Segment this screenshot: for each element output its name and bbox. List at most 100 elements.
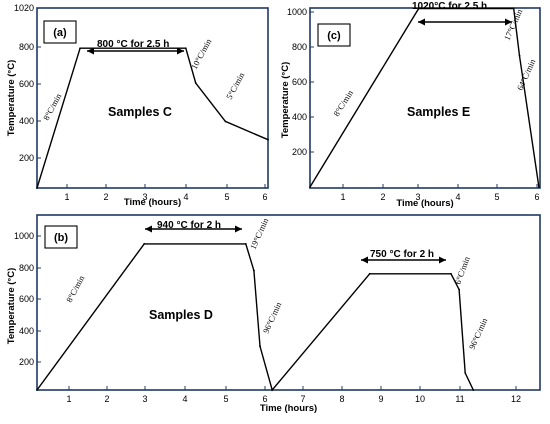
x-tick-label: 1 (66, 394, 71, 404)
x-tick-label: 4 (182, 394, 187, 404)
y-tick-label: 400 (19, 116, 34, 126)
panel-label-box (44, 225, 78, 249)
rate-label: 96°C/min (261, 300, 284, 335)
chart-panel-a: 200 400 600 800 1020 1 2 3 4 5 6 Time (hours) Temper… (6, 3, 269, 208)
y-tick-label: 1020 (14, 3, 34, 13)
y-tick-label: 600 (19, 79, 34, 89)
x-axis-title: Time (hours) (124, 197, 181, 208)
hold-label: 1020°C for 2.5 h (412, 1, 487, 12)
profile-vertex (512, 7, 515, 10)
y-tick-label: 600 (19, 294, 34, 304)
profile-vertex (464, 372, 467, 374)
x-tick-label: 4 (455, 192, 460, 202)
arrowhead-right (439, 256, 446, 264)
profile-vertex (271, 389, 274, 391)
rate-label: 8°C/min (41, 91, 64, 122)
x-tick-label: 12 (511, 394, 521, 404)
y-axis-title: Temperature (°C) (6, 60, 17, 136)
profile-vertex (244, 242, 247, 245)
rate-label: 96°C/min (467, 316, 490, 351)
profile-vertex (224, 120, 227, 123)
panel-label-box (317, 23, 351, 47)
x-axis-title: Time (hours) (396, 198, 453, 209)
sample-label: Samples E (407, 105, 470, 119)
rate-label: 5°C/min (224, 70, 247, 101)
plot-frame (36, 7, 269, 189)
x-tick-label: 2 (103, 192, 108, 202)
profile-vertex (267, 138, 269, 141)
profile-vertex (472, 389, 475, 391)
chart-panel-c: 200 400 600 800 1000 1 2 3 4 5 6 Time (hours) Temper… (280, 1, 541, 209)
y-tick-label: 1000 (14, 231, 34, 241)
y-tick-label: 800 (19, 263, 34, 273)
profile-vertex (184, 47, 187, 50)
rate-label: 64°C/min (515, 57, 538, 92)
y-tick-label: 400 (292, 112, 307, 122)
y-tick-label: 1000 (287, 7, 307, 17)
x-tick-label: 9 (378, 394, 383, 404)
panel-label-box (43, 20, 77, 44)
arrowhead-right (177, 47, 184, 55)
arrowhead-right (505, 18, 512, 26)
profile-vertex (368, 272, 371, 275)
arrowhead-left (87, 47, 94, 55)
sample-label: Samples D (149, 308, 213, 322)
panel-label: (c) (327, 30, 341, 42)
x-tick-label: 2 (380, 192, 385, 202)
hold-label: 940 °C for 2 h (157, 220, 221, 231)
profile-vertex (309, 186, 311, 188)
y-axis-title: Temperature (°C) (280, 62, 291, 138)
y-axis-title: Temperature (°C) (6, 268, 17, 344)
temperature-profile-line (36, 47, 269, 189)
panel-label: (b) (54, 232, 68, 244)
profile-vertex (417, 7, 420, 10)
hold-label: 800 °C for 2.5 h (97, 39, 169, 50)
x-tick-label: 4 (183, 192, 188, 202)
x-tick-label: 10 (415, 394, 425, 404)
y-tick-label: 800 (292, 42, 307, 52)
arrowhead-left (361, 256, 368, 264)
profile-vertex (36, 389, 38, 391)
x-tick-label: 6 (534, 192, 539, 202)
y-tick-label: 800 (19, 42, 34, 52)
profile-vertex (36, 187, 38, 189)
profile-vertex (450, 272, 452, 275)
panel-label: (a) (53, 27, 67, 39)
profile-vertex (259, 345, 261, 348)
x-tick-label: 5 (224, 192, 229, 202)
x-tick-label: 5 (223, 394, 228, 404)
rate-label: 10°C/min (189, 36, 214, 71)
arrowhead-left (418, 18, 425, 26)
profile-vertex (518, 54, 521, 57)
x-tick-label: 3 (142, 394, 147, 404)
y-tick-label: 400 (19, 326, 34, 336)
x-axis-title: Time (hours) (260, 403, 317, 414)
x-tick-label: 6 (262, 192, 267, 202)
x-tick-label: 3 (142, 192, 147, 202)
x-tick-label: 3 (415, 192, 420, 202)
arrowhead-right (235, 225, 242, 233)
plot-frame (36, 214, 541, 391)
y-tick-label: 600 (292, 77, 307, 87)
x-tick-label: 1 (64, 192, 69, 202)
x-tick-label: 8 (339, 394, 344, 404)
y-tick-label: 200 (19, 357, 34, 367)
y-tick-label: 200 (19, 153, 34, 163)
sample-label: Samples C (108, 105, 172, 119)
rate-label: 8°C/min (331, 88, 355, 118)
x-tick-label: 11 (455, 394, 464, 404)
profile-vertex (458, 288, 461, 291)
arrowhead-left (145, 225, 152, 233)
profile-vertex (194, 82, 197, 84)
rate-label: 6°C/min (452, 254, 472, 285)
hold-label: 750 °C for 2 h (370, 249, 434, 260)
x-tick-label: 1 (340, 192, 345, 202)
profile-vertex (538, 186, 540, 188)
rate-label: 19°C/min (248, 216, 271, 251)
x-tick-label: 6 (262, 394, 267, 404)
temperature-profile-line (36, 243, 474, 392)
profile-vertex (143, 242, 146, 245)
x-tick-label: 7 (300, 394, 305, 404)
